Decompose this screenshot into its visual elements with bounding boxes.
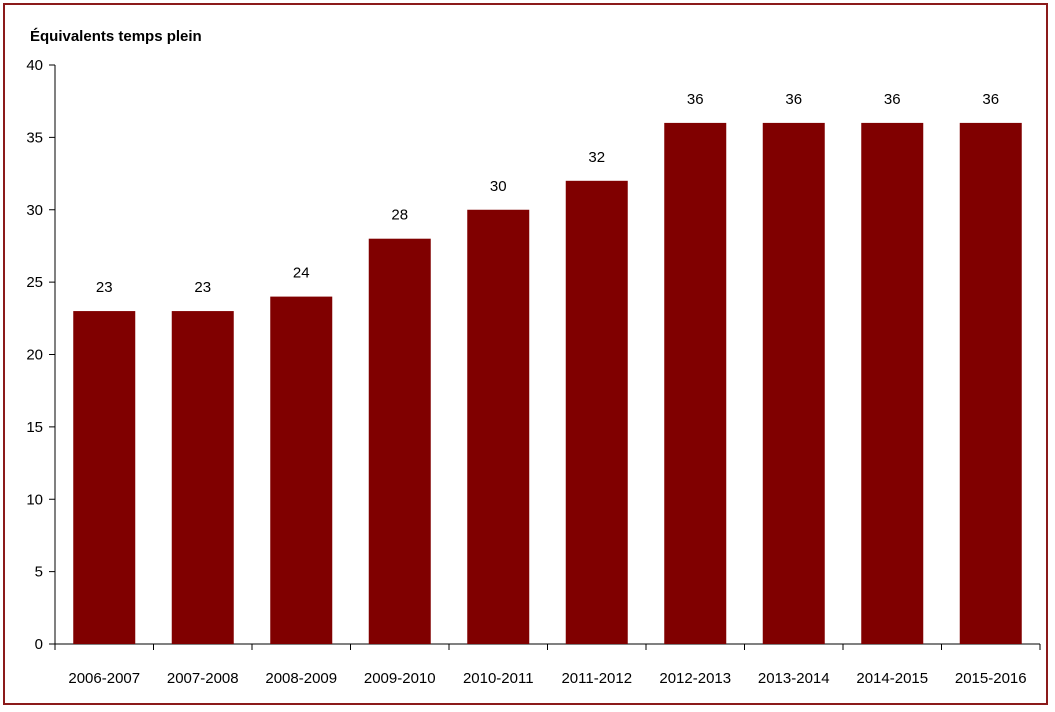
x-tick-label: 2010-2011 bbox=[463, 670, 534, 687]
data-label: 23 bbox=[96, 279, 113, 296]
bar bbox=[959, 122, 1022, 644]
bar bbox=[171, 311, 234, 644]
x-tick-label: 2009-2010 bbox=[364, 670, 436, 687]
y-tick-label: 30 bbox=[26, 202, 43, 219]
bar bbox=[73, 311, 136, 644]
data-label: 28 bbox=[391, 207, 408, 224]
x-tick-label: 2008-2009 bbox=[265, 670, 337, 687]
x-tick-label: 2011-2012 bbox=[561, 670, 632, 687]
y-tick-label: 25 bbox=[26, 274, 43, 291]
y-axis-label: Équivalents temps plein bbox=[30, 28, 202, 45]
bar bbox=[664, 122, 727, 644]
data-label: 36 bbox=[785, 91, 802, 108]
data-label: 36 bbox=[884, 91, 901, 108]
x-tick-label: 2006-2007 bbox=[68, 670, 140, 687]
bar bbox=[270, 296, 333, 644]
bars bbox=[73, 122, 1022, 645]
x-tick-label: 2013-2014 bbox=[758, 670, 830, 687]
y-tick-label: 20 bbox=[26, 347, 43, 364]
y-tick-label: 40 bbox=[26, 57, 43, 74]
data-label: 32 bbox=[588, 149, 605, 166]
bar bbox=[762, 122, 825, 644]
bar bbox=[565, 180, 628, 645]
bar bbox=[861, 122, 924, 644]
y-tick-label: 0 bbox=[35, 636, 43, 653]
x-tick-label: 2012-2013 bbox=[659, 670, 731, 687]
x-axis: 2006-2007 2007-2008 2008-2009 2009-2010 2010… bbox=[54, 643, 1041, 687]
bar bbox=[467, 209, 530, 644]
data-label: 23 bbox=[194, 279, 211, 296]
data-label: 30 bbox=[490, 178, 507, 195]
y-tick-label: 10 bbox=[26, 491, 43, 508]
x-tick-label: 2007-2008 bbox=[167, 670, 239, 687]
y-axis: 0 5 10 15 20 25 30 35 40 bbox=[26, 57, 56, 653]
data-label: 24 bbox=[293, 265, 310, 282]
data-labels: 23 23 24 28 30 32 36 36 36 36 bbox=[96, 91, 999, 296]
data-label: 36 bbox=[687, 91, 704, 108]
y-tick-label: 15 bbox=[26, 419, 43, 436]
bar bbox=[368, 238, 431, 644]
x-tick-label: 2015-2016 bbox=[955, 670, 1027, 687]
x-tick-label: 2014-2015 bbox=[856, 670, 928, 687]
y-tick-label: 5 bbox=[35, 564, 43, 581]
y-tick-label: 35 bbox=[26, 129, 43, 146]
data-label: 36 bbox=[982, 91, 999, 108]
